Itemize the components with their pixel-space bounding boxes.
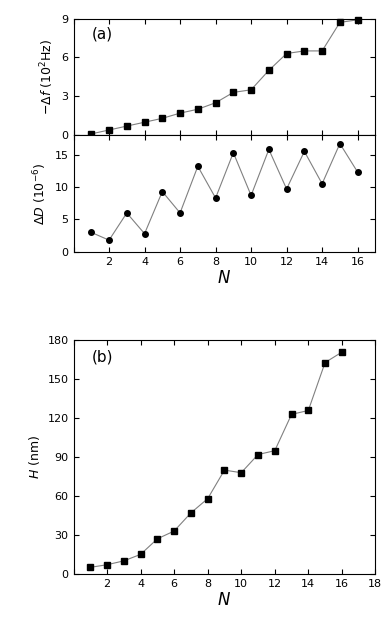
Y-axis label: $\Delta D$ (10$^{-6}$): $\Delta D$ (10$^{-6}$): [31, 162, 49, 225]
X-axis label: $\it{N}$: $\it{N}$: [217, 270, 231, 288]
Text: (b): (b): [92, 350, 113, 365]
Y-axis label: $H$ (nm): $H$ (nm): [27, 435, 42, 479]
Y-axis label: $-\Delta f$ (10$^{2}$Hz): $-\Delta f$ (10$^{2}$Hz): [38, 39, 56, 115]
X-axis label: $\it{N}$: $\it{N}$: [217, 592, 231, 610]
Text: (a): (a): [92, 27, 113, 42]
